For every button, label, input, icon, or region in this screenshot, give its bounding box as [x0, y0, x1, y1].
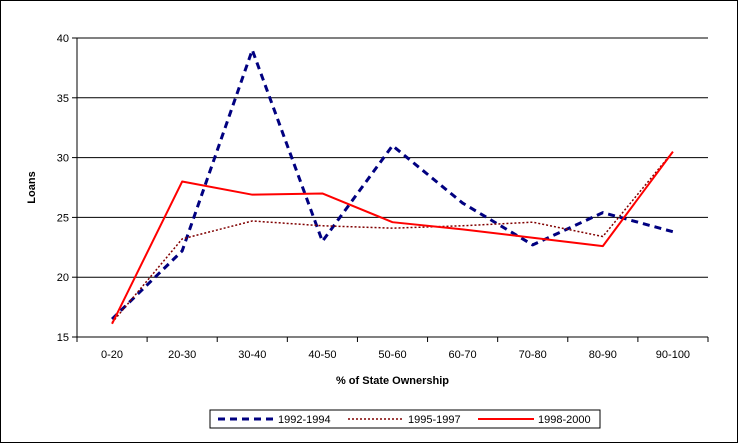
y-tick-label: 20	[57, 272, 69, 284]
x-tick-label: 0-20	[101, 349, 123, 361]
y-tick-label: 30	[57, 153, 69, 165]
series-lines	[111, 48, 674, 325]
axes: 15 20 25 30 35 40 0-20 20-30 30-40 40-50 50-60 60-7…	[57, 33, 709, 361]
series-line-1998-2000	[111, 151, 674, 325]
gridlines	[77, 37, 708, 278]
y-tick-label: 15	[57, 332, 69, 344]
x-tick-label: 60-70	[449, 349, 477, 361]
x-tick-label: 70-80	[519, 349, 547, 361]
legend-label: 1995-1997	[408, 414, 461, 426]
legend-label: 1992-1994	[278, 414, 331, 426]
legend: 1992-1994 1995-1997 1998-2000	[209, 409, 601, 429]
legend-box	[209, 409, 601, 429]
x-tick-label: 80-90	[589, 349, 617, 361]
y-tick-label: 25	[57, 212, 69, 224]
series-line-1995-1997	[111, 151, 674, 324]
legend-label: 1998-2000	[538, 414, 591, 426]
y-tick-label: 35	[57, 93, 69, 105]
series-line-1992-1994	[111, 48, 674, 321]
y-axis-title: Loans	[26, 171, 38, 203]
x-tick-label: 20-30	[168, 349, 196, 361]
x-tick-label: 90-100	[656, 349, 690, 361]
x-tick-label: 30-40	[238, 349, 266, 361]
x-tick-label: 40-50	[308, 349, 336, 361]
x-tick-label: 50-60	[378, 349, 406, 361]
y-tick-label: 40	[57, 33, 69, 45]
x-axis-title: % of State Ownership	[336, 375, 449, 387]
